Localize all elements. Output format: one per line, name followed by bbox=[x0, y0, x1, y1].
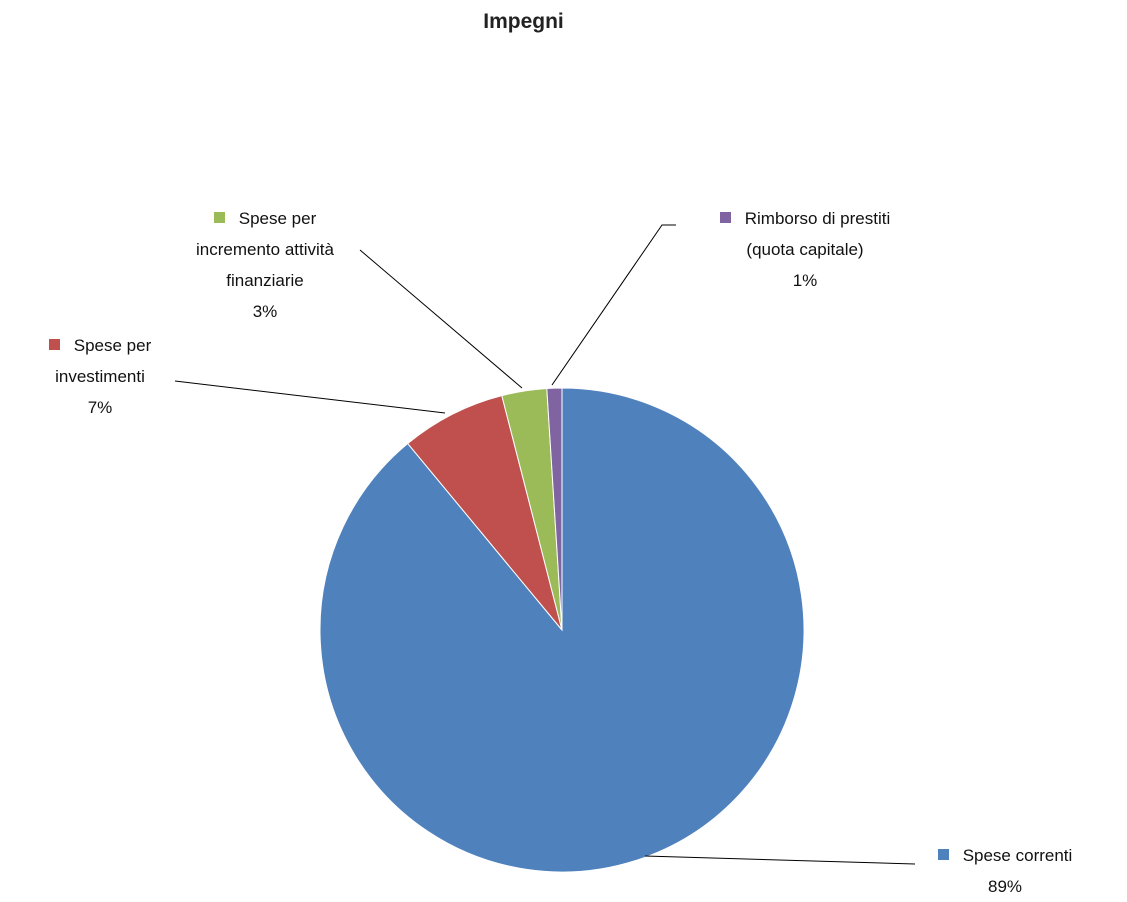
value-label: 7% bbox=[87, 398, 113, 417]
value-label: 89% bbox=[987, 877, 1023, 896]
data-label: Spese correnti 89% bbox=[905, 840, 1105, 902]
data-label: Spese per investimenti 7% bbox=[25, 330, 175, 423]
leader-line bbox=[174, 380, 446, 414]
legend-key bbox=[213, 212, 225, 223]
leader-line bbox=[551, 224, 676, 386]
pie-slice bbox=[407, 394, 563, 631]
category-label: Spese per incremento attività finanziari… bbox=[196, 209, 334, 290]
value-label: 3% bbox=[252, 302, 278, 321]
chart-title: Impegni bbox=[483, 10, 564, 33]
legend-key bbox=[719, 212, 731, 223]
value-label: 1% bbox=[792, 271, 818, 290]
data-label: Spese per incremento attività finanziari… bbox=[180, 203, 350, 327]
legend-key bbox=[48, 339, 60, 350]
data-label: Rimborso di prestiti (quota capitale) 1% bbox=[695, 203, 915, 296]
category-label: Rimborso di prestiti (quota capitale) bbox=[744, 209, 891, 259]
leader-line bbox=[644, 855, 916, 865]
category-label: Spese per investimenti bbox=[55, 336, 152, 386]
category-label: Spese correnti bbox=[962, 846, 1073, 865]
pie-slice bbox=[546, 387, 563, 631]
leader-line bbox=[359, 249, 523, 389]
legend-key bbox=[937, 849, 949, 860]
